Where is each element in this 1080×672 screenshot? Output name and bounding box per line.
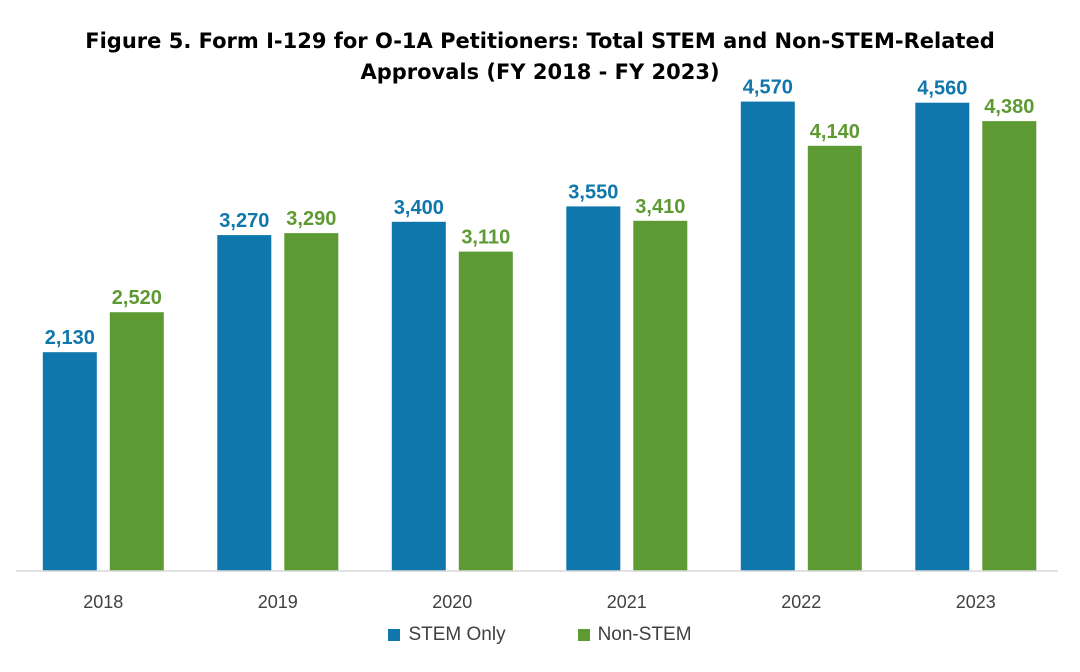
data-label-non-stem-2022: 4,140 [810,121,860,143]
bar-non-stem-2023 [982,121,1037,571]
legend-entry-stem: STEM Only [388,624,506,646]
legend-entry-non-stem: Non-STEM [577,624,692,646]
data-label-non-stem-2019: 3,290 [286,208,336,230]
bar-stem-2020 [391,221,446,572]
bar-non-stem-2019 [284,233,339,571]
data-label-stem-2019: 3,270 [219,210,269,232]
x-tick-label-2019: 2019 [258,592,298,612]
bars-layer [42,101,1037,572]
x-tick-label-2021: 2021 [607,592,647,612]
bar-stem-2022 [740,101,795,571]
bar-non-stem-2022 [807,145,862,572]
x-tick-label-2022: 2022 [781,592,821,612]
legend: STEM Only Non-STEM [0,624,1080,646]
legend-swatch-non-stem [577,629,590,641]
data-label-stem-2022: 4,570 [743,77,793,99]
x-tick-label-2023: 2023 [956,592,996,612]
bar-non-stem-2021 [633,220,688,572]
data-label-non-stem-2023: 4,380 [984,96,1034,118]
data-label-stem-2020: 3,400 [394,197,444,219]
legend-swatch-stem [388,629,401,641]
chart-title-line-1: Figure 5. Form I-129 for O-1A Petitioner… [85,29,995,53]
legend-label-non-stem: Non-STEM [597,624,692,645]
data-label-stem-2023: 4,560 [917,78,967,100]
bar-stem-2021 [566,206,621,571]
x-tick-label-2018: 2018 [83,592,123,612]
data-label-non-stem-2020: 3,110 [461,227,510,249]
bar-stem-2023 [915,102,970,571]
bar-stem-2019 [217,235,272,571]
data-labels-layer: 2,130 2,520 3,270 3,290 3,400 3,110 3,550 3,410… [45,77,1035,350]
chart-title-line-2: Approvals (FY 2018 - FY 2023) [360,60,720,84]
bar-non-stem-2018 [109,312,164,571]
data-label-stem-2021: 3,550 [568,181,618,203]
x-tick-labels-layer: 2018 2019 2020 2021 2022 2023 [83,592,996,612]
data-label-non-stem-2021: 3,410 [635,196,685,218]
bar-stem-2018 [42,352,97,571]
bar-non-stem-2020 [458,251,513,571]
x-tick-label-2020: 2020 [432,592,472,612]
data-label-non-stem-2018: 2,520 [112,287,162,309]
legend-label-stem: STEM Only [408,624,506,645]
chart-title: Figure 5. Form I-129 for O-1A Petitioner… [0,26,1080,88]
data-label-stem-2018: 2,130 [45,327,95,349]
